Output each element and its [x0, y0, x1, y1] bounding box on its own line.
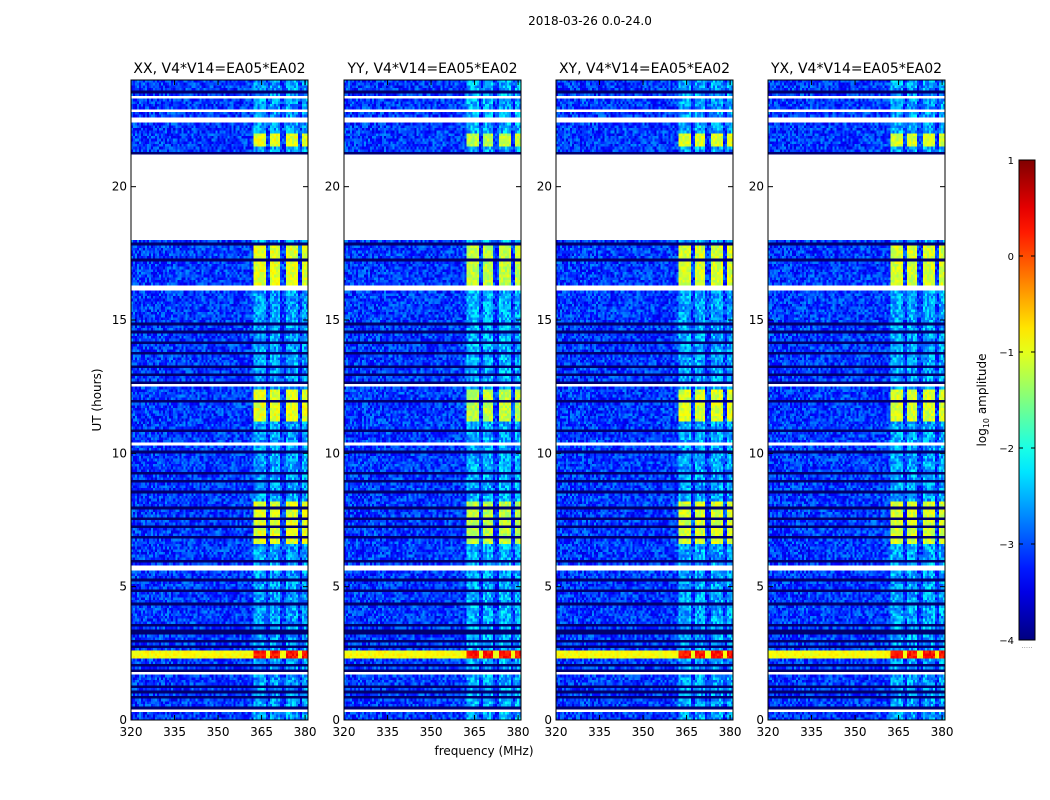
y-tick-label-2-0: 0	[544, 713, 552, 727]
heatmap-1	[344, 80, 521, 720]
y-tick-label-3-0: 0	[756, 713, 764, 727]
x-tick-label-2-380: 380	[719, 725, 742, 739]
x-tick-label-1-365: 365	[463, 725, 486, 739]
x-tick-label-2-365: 365	[675, 725, 698, 739]
x-tick-label-3-335: 335	[800, 725, 823, 739]
axes-frame-2	[555, 79, 734, 721]
x-tick-label-2-335: 335	[588, 725, 611, 739]
panel-title-1: YY, V4*V14=EA05*EA02	[346, 61, 517, 77]
x-tick-label-1-320: 320	[333, 725, 356, 739]
y-tick-label-0-15: 15	[112, 313, 127, 327]
x-tick-label-2-320: 320	[545, 725, 568, 739]
x-tick-label-1-350: 350	[420, 725, 443, 739]
x-tick-label-0-365: 365	[250, 725, 273, 739]
x-tick-label-0-335: 335	[163, 725, 186, 739]
colorbar-tick-label--2: −2	[999, 444, 1014, 455]
y-tick-label-2-15: 15	[537, 313, 552, 327]
x-tick-label-0-350: 350	[207, 725, 230, 739]
heatmap-0	[131, 80, 308, 720]
axes-frame-0	[130, 79, 309, 721]
x-tick-label-3-350: 350	[844, 725, 867, 739]
y-tick-label-1-10: 10	[325, 446, 340, 460]
colorbar-tick-label-0: 0	[1008, 252, 1014, 263]
axes-frame-3	[767, 79, 946, 721]
x-tick-label-3-320: 320	[757, 725, 780, 739]
colorbar-tick-label--3: −3	[999, 540, 1014, 551]
y-tick-label-0-5: 5	[119, 580, 127, 594]
x-tick-label-3-365: 365	[887, 725, 910, 739]
colorbar-tick-label-1: 1	[1008, 156, 1014, 167]
y-tick-label-2-5: 5	[544, 580, 552, 594]
y-tick-label-1-15: 15	[325, 313, 340, 327]
y-tick-label-3-15: 15	[749, 313, 764, 327]
y-tick-label-2-10: 10	[537, 446, 552, 460]
colorbar-footnote: .....	[1021, 642, 1032, 650]
colorbar-tick-label--1: −1	[999, 348, 1014, 359]
x-tick-label-3-380: 380	[931, 725, 954, 739]
figure-title: 2018-03-26 0.0-24.0	[528, 14, 652, 28]
panel-title-2: XY, V4*V14=EA05*EA02	[559, 61, 730, 77]
y-axis-label: UT (hours)	[90, 368, 104, 431]
panel-title-0: XX, V4*V14=EA05*EA02	[133, 61, 305, 77]
x-tick-label-1-380: 380	[507, 725, 530, 739]
heatmap-2	[556, 80, 733, 720]
axes-frame-1	[343, 79, 522, 721]
y-tick-label-0-10: 10	[112, 446, 127, 460]
x-tick-label-0-380: 380	[294, 725, 317, 739]
x-tick-label-0-320: 320	[120, 725, 143, 739]
y-tick-label-3-5: 5	[756, 580, 764, 594]
heatmap-3	[768, 80, 945, 720]
y-tick-label-3-20: 20	[749, 180, 764, 194]
x-axis-label: frequency (MHz)	[434, 744, 534, 758]
colorbar-tick-label--4: −4	[999, 636, 1014, 647]
colorbar	[1018, 159, 1036, 641]
y-tick-label-0-20: 20	[112, 180, 127, 194]
x-tick-label-2-350: 350	[632, 725, 655, 739]
y-tick-label-2-20: 20	[537, 180, 552, 194]
panel-title-3: YX, V4*V14=EA05*EA02	[770, 61, 942, 77]
x-tick-label-1-335: 335	[376, 725, 399, 739]
y-tick-label-1-0: 0	[332, 713, 340, 727]
y-tick-label-0-0: 0	[119, 713, 127, 727]
y-tick-label-3-10: 10	[749, 446, 764, 460]
colorbar-label: log10 amplitude	[975, 354, 991, 447]
y-tick-label-1-20: 20	[325, 180, 340, 194]
y-tick-label-1-5: 5	[332, 580, 340, 594]
